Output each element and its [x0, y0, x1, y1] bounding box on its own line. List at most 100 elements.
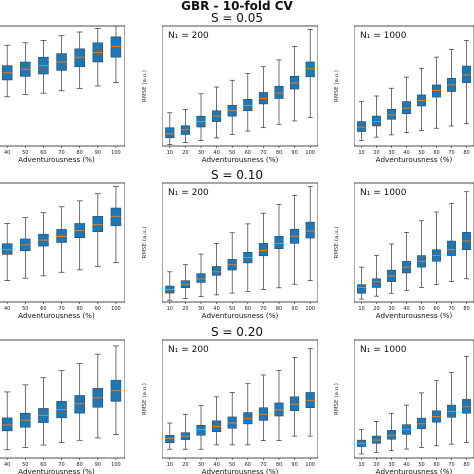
box-100 [305, 348, 315, 437]
panel-content: 304050607080901000Adventurousness (%) [0, 182, 125, 320]
box-40 [402, 231, 411, 291]
box-80 [74, 363, 85, 441]
x-tick-label: 50 [229, 306, 235, 312]
box-iqr [110, 207, 122, 227]
y-tick-label: 0.15 [148, 390, 159, 396]
x-axis-label: Adventurousness (%) [202, 311, 279, 320]
box-80 [274, 370, 284, 441]
x-tick-label: 30 [388, 462, 394, 468]
y-tick-label: 0.06 [340, 407, 351, 413]
x-tick-label: 50 [229, 462, 235, 468]
x-tick-label: 100 [305, 306, 315, 312]
x-tick-label: 30 [198, 306, 204, 312]
panel-r1c2: 0.50 0.75 1.00 1.25 1.50 1.75 2.00 10 20 30 40 50 60… [142, 25, 318, 164]
y-tick-label: 0.2 [343, 122, 351, 128]
x-tick-label: 20 [373, 150, 379, 156]
x-tick-label: 40 [213, 462, 219, 468]
x-tick-label: 100 [305, 150, 315, 156]
box-10 [357, 429, 366, 455]
x-tick-label: 40 [4, 150, 10, 156]
box-100 [305, 186, 315, 282]
panel-r2c2: 0.1 0.2 0.3 0.4 0.5 0.6 0.7 10 20 30 40 50 60 70 80 90 1… [142, 182, 318, 320]
axes-frame [0, 182, 125, 303]
box-20 [372, 255, 381, 297]
panel-r3c2: 0.05 0.10 0.15 0.20 0.25 10 20 30 40 50 60 70 80 90 10… [142, 339, 318, 474]
y-tick-label: 0.05 [148, 434, 159, 440]
x-tick-label: 60 [245, 462, 251, 468]
x-tick-label: 70 [448, 150, 454, 156]
box-iqr [274, 86, 284, 99]
box-30 [196, 253, 206, 298]
box-20 [180, 264, 190, 299]
box-iqr [462, 65, 471, 83]
box-iqr [74, 395, 85, 414]
x-axis-label: Adventurousness (%) [376, 155, 453, 164]
x-tick-label: 90 [291, 306, 297, 312]
box-iqr [432, 84, 441, 98]
y-tick-label: 0.6 [151, 202, 159, 208]
y-axis-label: RMSE (a.u.) [334, 70, 340, 102]
axes-frame [354, 182, 474, 303]
box-10 [357, 101, 366, 141]
x-tick-label: 10 [358, 306, 364, 312]
box-iqr [165, 435, 175, 443]
box-50 [20, 384, 31, 448]
panel-annotation: N₁ = 200 [168, 345, 209, 355]
box-40 [1, 44, 13, 98]
x-axis-label: Adventurousness (%) [376, 467, 453, 474]
x-tick-label: 20 [182, 462, 188, 468]
box-30 [387, 87, 396, 136]
x-tick-label: 50 [418, 150, 424, 156]
panel-content: 304050607080901000Adventurousness (%) [0, 339, 125, 474]
panel-r1c3: 0.0 0.2 0.4 0.6 0.8 1.0 10 20 30 40 50 60 70 80 N₁ = 1… [334, 25, 474, 164]
row-title-1: S = 0.05 [211, 11, 263, 25]
x-tick-label: 40 [403, 306, 409, 312]
y-tick-label: 0.12 [340, 358, 351, 364]
y-tick-label: 1.00 [148, 95, 159, 101]
box-80 [462, 40, 471, 125]
box-iqr [110, 36, 122, 58]
x-tick-label: 80 [77, 462, 83, 468]
box-iqr [447, 240, 456, 256]
box-70 [258, 212, 268, 290]
x-tick-label: 100 [111, 462, 121, 468]
box-iqr [305, 61, 315, 78]
panel-content: 0.0 0.2 0.4 0.6 0.8 1.0 10 20 30 40 50 60 70 80 N₁ = 1… [343, 25, 474, 164]
y-tick-label: 0.10 [340, 271, 351, 277]
box-60 [432, 380, 441, 447]
x-tick-label: 70 [58, 462, 64, 468]
figure-title: GBR - 10-fold CV [181, 0, 293, 13]
y-tick-label: 0.0 [343, 144, 351, 150]
y-tick-label: 0.04 [340, 423, 351, 429]
panel-annotation: N₁ = 1000 [360, 31, 407, 41]
x-tick-label: 20 [373, 462, 379, 468]
x-tick-label: 60 [433, 150, 439, 156]
box-80 [462, 355, 471, 443]
x-tick-label: 60 [40, 462, 46, 468]
y-tick-label: 1.25 [148, 78, 159, 84]
box-10 [357, 266, 366, 300]
panel-content: 0.00 0.02 0.04 0.06 0.08 0.10 0.12 0.14 10 20 30 40… [340, 339, 474, 474]
panel-content: 304050607080901000Adventurousness (%) [0, 25, 125, 164]
y-tick-label: 0.02 [340, 440, 351, 446]
x-tick-label: 10 [167, 306, 173, 312]
box-30 [387, 243, 396, 294]
x-tick-label: 80 [77, 150, 83, 156]
x-tick-label: 40 [213, 306, 219, 312]
box-30 [196, 93, 206, 141]
x-tick-label: 10 [358, 150, 364, 156]
y-tick-label: 0.00 [340, 456, 351, 462]
y-tick-label: 2.00 [148, 27, 159, 33]
box-20 [372, 421, 381, 453]
box-30 [387, 412, 396, 452]
x-tick-label: 30 [198, 462, 204, 468]
box-30 [196, 405, 206, 450]
y-tick-label: 0.7 [151, 184, 159, 190]
axes-frame [354, 339, 474, 459]
x-axis-label: Adventurousness (%) [202, 155, 279, 164]
y-tick-label: 0.5 [151, 220, 159, 226]
x-tick-label: 40 [403, 462, 409, 468]
box-40 [402, 404, 411, 450]
box-60 [38, 212, 49, 277]
